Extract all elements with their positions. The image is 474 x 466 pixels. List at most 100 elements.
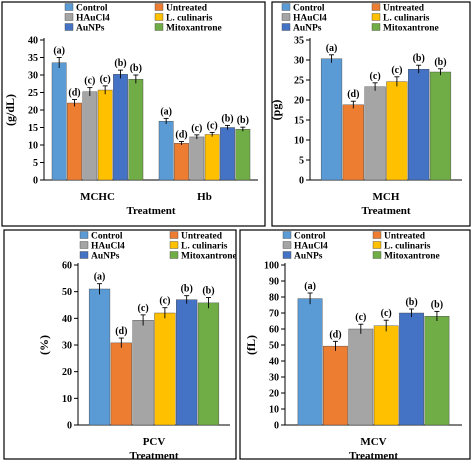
y-tick-label: 0 [67, 421, 72, 432]
y-tick-label: 0 [33, 176, 38, 187]
significance-label: (b) [130, 63, 142, 74]
significance-label: (b) [114, 58, 126, 69]
legend-label: AuNPs [76, 24, 105, 34]
legend-label: L. culinaris [181, 242, 228, 252]
bar-l-culinaris [373, 325, 399, 426]
legend-swatch [64, 13, 74, 21]
y-tick-label: 30 [269, 373, 279, 384]
y-tick-label: 30 [28, 71, 38, 82]
bar-aunps [176, 299, 198, 426]
bar-untreated [342, 104, 364, 181]
legend-label: HAuCl4 [76, 14, 110, 24]
significance-label: (d) [347, 89, 359, 100]
legend-label: L. culinaris [166, 14, 213, 24]
legend-swatch [282, 231, 292, 239]
legend: Control Untreated HAuCl4 L. culinaris AuNPs M… [79, 231, 237, 262]
bar-aunps [408, 68, 430, 181]
significance-label: (c) [391, 65, 402, 76]
legend-swatch [281, 3, 291, 11]
category-label: PCV [143, 436, 166, 448]
legend-label: Control [294, 232, 326, 242]
legend-swatch [372, 241, 382, 249]
bar-l-culinaris [386, 81, 408, 181]
y-tick-label: 80 [269, 293, 279, 304]
significance-label: (b) [181, 284, 193, 295]
bar-aunps [113, 74, 128, 181]
chart-panel-4: 0 10 20 30 40 50 60 70 80 90 100 (fL) (a) (d) (c) (c) (b… [239, 229, 471, 462]
bar-haucl4 [132, 320, 154, 426]
y-tick-label: 100 [264, 261, 279, 272]
x-axis-label: Treatment [129, 450, 178, 461]
bar-untreated [67, 102, 82, 181]
significance-label: (b) [413, 53, 425, 64]
significance-label: (b) [431, 299, 443, 310]
legend-label: HAuCl4 [294, 242, 328, 252]
bar-mitoxantrone [197, 302, 220, 426]
legend-swatch [371, 3, 381, 11]
significance-label: (c) [191, 123, 202, 134]
legend-label: HAuCl4 [293, 14, 327, 24]
y-tick-label: 50 [269, 341, 279, 352]
bar-control [88, 288, 111, 426]
legend-swatch [372, 251, 382, 259]
significance-label: (b) [221, 113, 233, 124]
x-axis-label: Treatment [126, 205, 175, 217]
legend-swatch [154, 13, 164, 21]
y-tick-label: 0 [274, 421, 279, 432]
significance-label: (d) [68, 88, 80, 99]
legend-label: AuNPs [293, 24, 322, 34]
legend-label: AuNPs [294, 252, 323, 262]
significance-label: (b) [202, 286, 214, 297]
legend-label: Untreated [384, 232, 426, 242]
y-tick-label: 0 [299, 176, 304, 187]
legend-label: Control [293, 4, 325, 14]
significance-label: (c) [381, 308, 392, 319]
legend-label: L. culinaris [384, 242, 431, 252]
y-tick-label: 25 [28, 88, 38, 99]
y-tick-label: 35 [28, 53, 38, 64]
legend-swatch [154, 3, 164, 11]
y-tick-label: 40 [28, 36, 38, 47]
y-tick-label: 15 [28, 123, 38, 134]
significance-label: (b) [405, 297, 417, 308]
bar-control [297, 298, 323, 426]
y-tick-label: 25 [294, 76, 304, 87]
significance-label: (a) [160, 106, 172, 117]
significance-label: (c) [138, 303, 149, 314]
y-tick-label: 10 [269, 405, 279, 416]
significance-label: (c) [370, 71, 381, 82]
significance-label: (a) [94, 272, 106, 283]
y-tick-label: 5 [33, 158, 38, 169]
y-tick-label: 35 [294, 36, 304, 47]
significance-label: (b) [434, 57, 446, 68]
y-tick-label: 10 [294, 136, 304, 147]
y-tick-label: 15 [294, 116, 304, 127]
bar-haucl4 [364, 86, 386, 181]
significance-label: (b) [237, 115, 249, 126]
bar-control [320, 58, 343, 181]
legend-label: Untreated [166, 4, 208, 14]
significance-label: (c) [207, 120, 218, 131]
category-label: Hb [197, 191, 212, 203]
y-tick-label: 60 [62, 261, 72, 272]
y-tick-label: 20 [269, 389, 279, 400]
y-tick-label: 40 [62, 314, 72, 325]
bar-mitoxantrone [429, 71, 452, 181]
significance-label: (a) [304, 281, 316, 292]
legend-swatch [372, 231, 382, 239]
bar-mitoxantrone [128, 78, 144, 181]
legend-swatch [282, 241, 292, 249]
bar-mitoxantrone [424, 316, 450, 426]
bar-l-culinaris [97, 89, 113, 181]
bar-untreated [174, 143, 189, 181]
y-tick-label: 70 [269, 309, 279, 320]
y-tick-label: 40 [269, 357, 279, 368]
significance-label: (a) [53, 46, 65, 57]
legend-swatch [282, 251, 292, 259]
legend-label: Untreated [181, 232, 223, 242]
bar-l-culinaris [154, 312, 176, 426]
legend: Control Untreated HAuCl4 L. culinaris AuNPs M… [282, 231, 440, 262]
legend-swatch [371, 23, 381, 31]
category-label: MCV [360, 436, 386, 448]
